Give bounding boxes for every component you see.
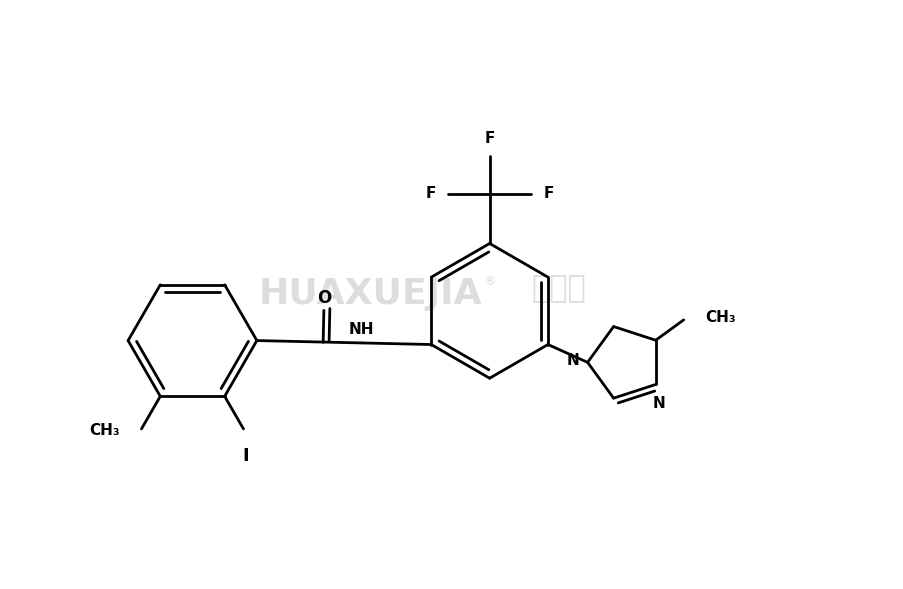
Text: F: F — [425, 187, 435, 201]
Text: ®: ® — [483, 274, 496, 287]
Text: F: F — [484, 131, 494, 147]
Text: N: N — [566, 353, 579, 368]
Text: O: O — [317, 289, 330, 307]
Text: HUAXUEJIA: HUAXUEJIA — [258, 277, 482, 311]
Text: I: I — [242, 446, 248, 465]
Text: CH₃: CH₃ — [704, 310, 735, 325]
Text: 化学加: 化学加 — [531, 274, 586, 303]
Text: N: N — [652, 396, 665, 411]
Text: F: F — [543, 187, 553, 201]
Text: CH₃: CH₃ — [88, 423, 119, 438]
Text: NH: NH — [349, 322, 374, 336]
